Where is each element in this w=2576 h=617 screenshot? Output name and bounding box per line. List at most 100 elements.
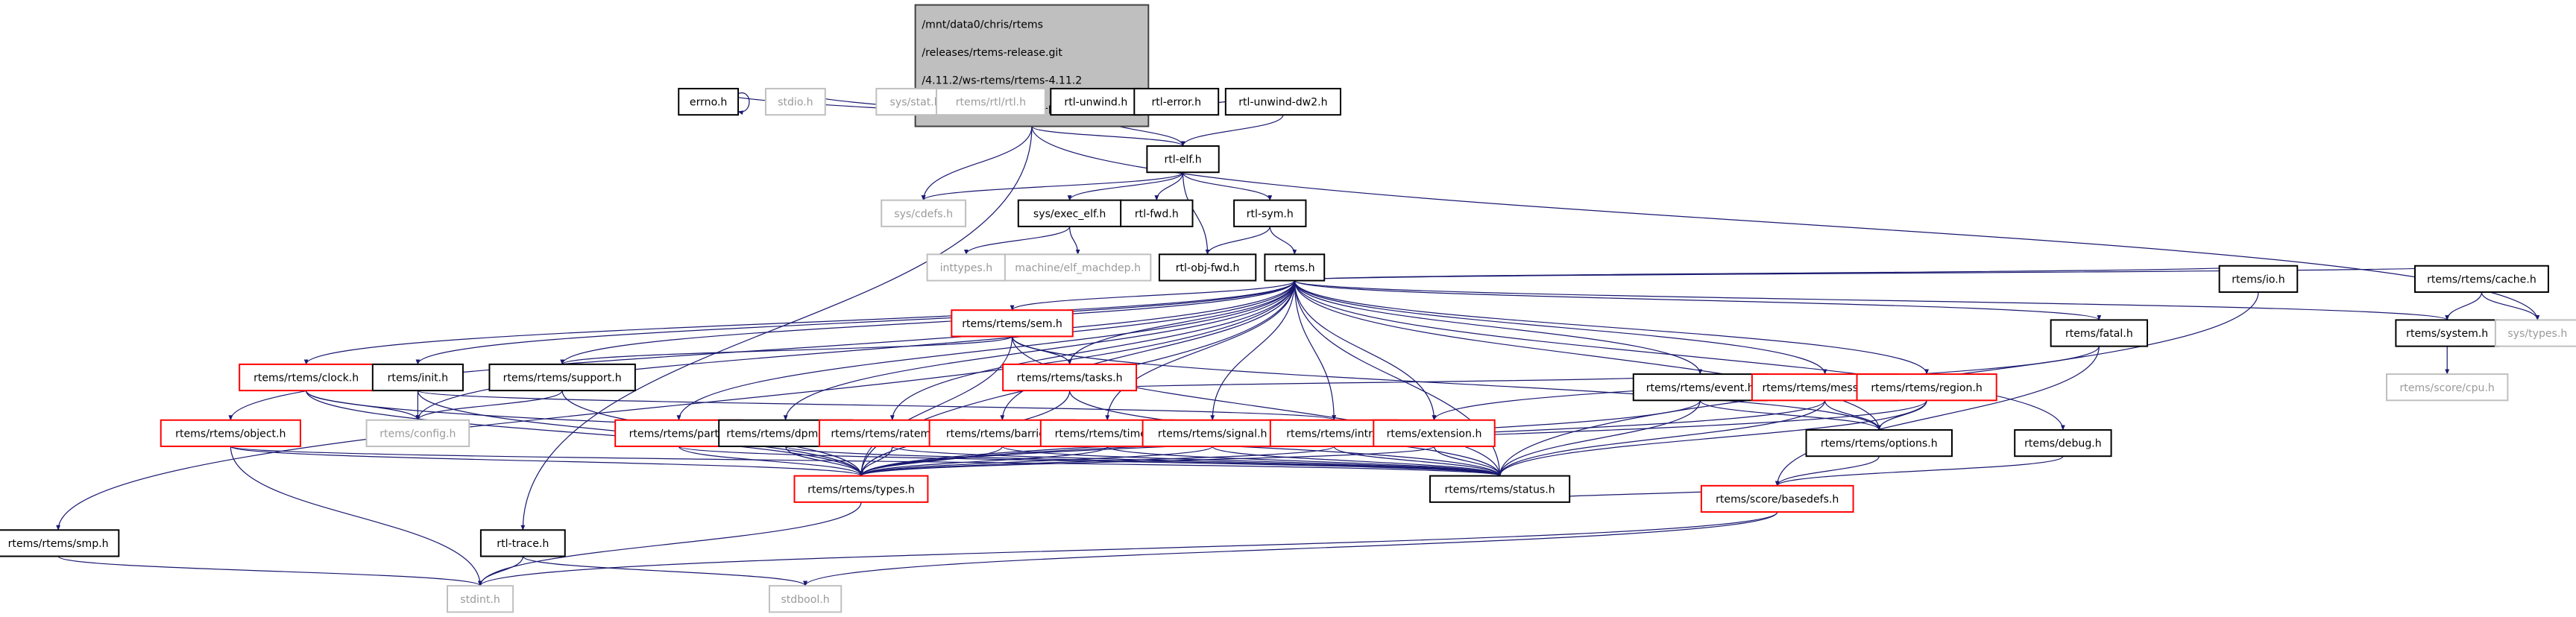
node-label: rtems/rtems/types.h (807, 484, 915, 496)
edge-rtems-to-object (228, 280, 1295, 421)
node-box (1146, 145, 1220, 174)
edge-root-to-elf (1031, 125, 1185, 147)
node-status[interactable]: rtems/rtems/status.h (1429, 475, 1571, 503)
node-label: rtems.h (1274, 262, 1314, 274)
node-sem[interactable]: rtems/rtems/sem.h (951, 309, 1074, 338)
node-box (2218, 265, 2299, 293)
node-label: stdio.h (778, 97, 813, 109)
node-cdefs[interactable]: sys/cdefs.h (881, 199, 967, 227)
node-label: errno.h (690, 97, 727, 109)
node-io[interactable]: rtems/io.h (2218, 265, 2299, 293)
node-label: rtems/rtems/intr.h (1286, 428, 1382, 440)
node-smp[interactable]: rtems/rtems/smp.h (0, 529, 120, 557)
node-label: rtems/rtems/cache.h (2427, 273, 2536, 285)
node-unwind[interactable]: rtl-unwind.h (1050, 87, 1142, 116)
node-types[interactable]: rtems/rtems/types.h (793, 475, 929, 503)
node-box (1017, 199, 1122, 227)
edge-rtems-to-extension (1294, 280, 1437, 421)
node-stdio[interactable]: stdio.h (764, 87, 826, 116)
edge-basedefs-to-stdbool (803, 511, 1778, 586)
edge-message-to-status (1497, 400, 1826, 477)
node-trace[interactable]: rtl-trace.h (479, 529, 566, 557)
edge-debug-to-basedefs (1774, 455, 2064, 487)
node-extension[interactable]: rtems/extension.h (1373, 419, 1496, 447)
node-label: rtems/rtems/clock.h (253, 373, 359, 385)
edge-elf-to-objfwd (1182, 172, 1210, 256)
node-label: sys/stat.h (890, 97, 941, 109)
node-clock[interactable]: rtems/rtems/clock.h (239, 363, 374, 392)
edge-rtems-to-timer (1105, 280, 1295, 421)
node-rtems[interactable]: rtems.h (1264, 253, 1326, 282)
node-box (1133, 87, 1220, 116)
node-box (2386, 373, 2509, 402)
node-label: rtl-error.h (1152, 97, 1202, 109)
node-event[interactable]: rtems/rtems/event.h (1632, 373, 1768, 402)
node-execelf[interactable]: sys/exec_elf.h (1017, 199, 1122, 227)
node-region[interactable]: rtems/rtems/region.h (1856, 373, 1997, 402)
node-box (935, 87, 1046, 116)
node-box (365, 419, 470, 447)
node-box (1264, 253, 1326, 282)
node-options[interactable]: rtems/rtems/options.h (1805, 428, 1953, 458)
edge-root-to-cdefs (921, 126, 1033, 201)
node-box (1050, 87, 1142, 116)
node-box (239, 363, 374, 392)
node-box (2413, 265, 2549, 293)
node-rtl[interactable]: rtems/rtl/rtl.h (935, 87, 1046, 116)
node-signal[interactable]: rtems/rtems/signal.h (1141, 419, 1283, 447)
node-init[interactable]: rtems/init.h (371, 363, 464, 392)
node-systypes[interactable]: sys/types.h (2494, 319, 2576, 347)
node-config[interactable]: rtems/config.h (365, 419, 470, 447)
node-object[interactable]: rtems/rtems/object.h (160, 419, 301, 447)
node-errno[interactable]: errno.h (678, 87, 740, 116)
node-label: /4.11.2/ws-rtems/rtems-4.11.2 (922, 75, 1082, 86)
node-objfwd[interactable]: rtl-obj-fwd.h (1158, 253, 1257, 282)
edge-execelf-to-machdep (1069, 226, 1080, 256)
edge-basedefs-to-stdint (478, 511, 1778, 586)
node-cache[interactable]: rtems/rtems/cache.h (2413, 265, 2549, 293)
edge-root-to-trace (520, 126, 1033, 531)
edge-sem-to-status (1011, 336, 1502, 477)
node-box (1700, 484, 1854, 513)
node-dw2[interactable]: rtl-unwind-dw2.h (1224, 87, 1341, 116)
edge-rtems-to-tasks (1067, 280, 1295, 365)
node-stdint[interactable]: stdint.h (447, 585, 514, 613)
node-machdep[interactable]: machine/elf_machdep.h (1004, 253, 1152, 282)
node-label: /mnt/data0/chris/rtems (922, 19, 1043, 31)
node-fatal[interactable]: rtems/fatal.h (2050, 319, 2149, 347)
node-box (951, 309, 1074, 338)
node-stdbool[interactable]: stdbool.h (768, 585, 843, 613)
edge-intr-to-types (859, 446, 1335, 477)
node-label: rtems/rtems/signal.h (1158, 428, 1267, 440)
node-cpu[interactable]: rtems/score/cpu.h (2386, 373, 2509, 402)
node-support[interactable]: rtems/rtems/support.h (488, 363, 636, 392)
node-label: rtems/rtems/barrier.h (946, 428, 1059, 440)
node-box (2014, 428, 2112, 458)
node-basedefs[interactable]: rtems/score/basedefs.h (1700, 484, 1854, 513)
node-box (1002, 363, 1138, 392)
node-elf[interactable]: rtl-elf.h (1146, 145, 1220, 174)
node-inttypes[interactable]: inttypes.h (926, 253, 1007, 282)
edge-elf-to-execelf (1067, 171, 1184, 201)
edge-tasks-to-event (1069, 373, 1702, 391)
edge-cache-to-systypes (2481, 291, 2540, 321)
node-label: rtems/rtems/tasks.h (1017, 373, 1123, 385)
edge-intr-to-status (1333, 446, 1502, 477)
node-fwd[interactable]: rtl-fwd.h (1120, 199, 1194, 227)
edge-rtems-to-region (1294, 280, 1929, 375)
nodes-layer: /mnt/data0/chris/rtems/releases/rtems-re… (0, 4, 2576, 613)
edge-elf-to-cdefs (921, 171, 1184, 201)
node-error[interactable]: rtl-error.h (1133, 87, 1220, 116)
edge-extension-to-status (1433, 446, 1502, 477)
node-sym[interactable]: rtl-sym.h (1233, 199, 1307, 227)
edge-dpmem-to-types (785, 446, 863, 477)
edge-rtems-to-config (415, 280, 1295, 421)
edge-rtems-to-smp (56, 280, 1295, 531)
node-box (2050, 319, 2149, 347)
node-label: rtems/rtems/object.h (175, 428, 286, 440)
node-system[interactable]: rtems/system.h (2395, 319, 2500, 347)
node-label: rtems/score/basedefs.h (1716, 494, 1839, 506)
node-tasks[interactable]: rtems/rtems/tasks.h (1002, 363, 1138, 392)
node-debug[interactable]: rtems/debug.h (2014, 428, 2112, 458)
edge-rtems-to-debug (1294, 280, 2065, 431)
